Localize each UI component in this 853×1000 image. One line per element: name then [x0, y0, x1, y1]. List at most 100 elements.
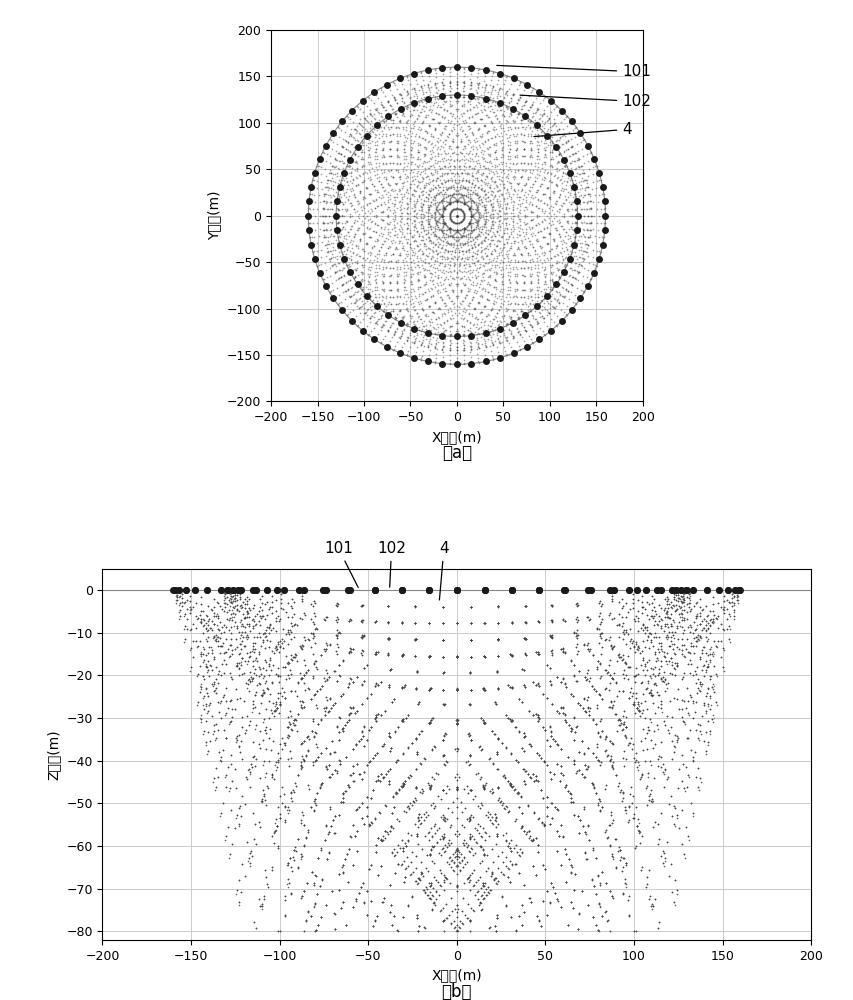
Point — [675, 637, 688, 653]
Point — [398, 677, 412, 693]
Point — [387, 691, 401, 707]
Point — [408, 331, 421, 347]
Point — [451, 242, 465, 258]
Point — [515, 740, 529, 756]
Point — [492, 80, 506, 96]
Point — [461, 843, 475, 859]
Point — [273, 788, 287, 804]
Point — [264, 650, 277, 666]
Point — [233, 630, 247, 646]
Point — [505, 73, 519, 89]
Point — [417, 919, 431, 935]
Point — [256, 732, 270, 748]
Point — [494, 120, 508, 136]
Point — [238, 600, 252, 616]
Point — [489, 810, 502, 826]
Point — [436, 913, 450, 929]
Point — [235, 650, 249, 666]
Point — [357, 673, 370, 689]
Point — [343, 111, 357, 127]
Point — [419, 317, 432, 333]
Point — [252, 625, 266, 641]
Point — [408, 631, 421, 647]
Point — [675, 642, 688, 658]
Point — [549, 260, 563, 276]
Point — [603, 638, 617, 654]
Point — [729, 592, 743, 608]
Point — [542, 225, 555, 241]
Point — [281, 624, 294, 640]
Point — [232, 667, 246, 683]
Point — [635, 742, 649, 758]
Point — [488, 159, 502, 175]
Point — [522, 162, 536, 178]
Point — [241, 653, 254, 669]
Point — [664, 751, 678, 767]
Point — [676, 585, 689, 601]
Point — [698, 703, 711, 719]
Point — [688, 621, 702, 637]
Point — [223, 637, 236, 653]
Point — [383, 904, 397, 920]
Point — [432, 820, 445, 836]
Point — [422, 682, 436, 698]
Point — [205, 708, 218, 724]
Point — [524, 155, 537, 171]
Point — [357, 738, 371, 754]
Point — [556, 644, 570, 660]
Point — [450, 841, 463, 857]
Point — [409, 195, 422, 211]
Point — [382, 677, 396, 693]
Point — [317, 612, 331, 628]
Point — [473, 235, 487, 251]
Point — [618, 709, 632, 725]
Point — [471, 162, 485, 178]
Point — [464, 353, 478, 369]
Point — [567, 724, 581, 740]
Point — [404, 797, 418, 813]
Point — [643, 685, 657, 701]
Point — [572, 744, 585, 760]
Point — [504, 778, 518, 794]
Point — [415, 201, 428, 217]
Point — [501, 869, 514, 885]
Point — [490, 664, 503, 680]
Point — [395, 778, 409, 794]
Point — [335, 894, 349, 910]
Point — [599, 728, 612, 744]
Point — [490, 681, 504, 697]
Point — [370, 644, 384, 660]
Point — [475, 126, 489, 142]
Point — [308, 791, 322, 807]
Point — [703, 671, 717, 687]
Point — [594, 711, 607, 727]
Point — [485, 201, 498, 217]
Point — [426, 172, 439, 188]
Point — [647, 668, 660, 684]
Point — [293, 638, 306, 654]
Point — [630, 582, 643, 598]
Point — [479, 847, 493, 863]
Point — [450, 208, 463, 224]
Point — [463, 615, 477, 631]
Point — [612, 629, 625, 645]
Point — [308, 621, 322, 637]
Point — [456, 220, 470, 236]
Point — [678, 819, 692, 835]
Point — [431, 874, 444, 890]
Point — [679, 596, 693, 612]
Point — [549, 703, 563, 719]
Point — [452, 179, 466, 195]
Point — [294, 736, 308, 752]
Point — [480, 860, 494, 876]
Point — [466, 184, 479, 200]
Point — [518, 231, 531, 247]
Point — [332, 866, 345, 882]
Point — [328, 242, 342, 258]
Point — [566, 710, 580, 726]
Point — [425, 135, 438, 151]
Point — [403, 225, 416, 241]
Point — [569, 165, 583, 181]
Point — [426, 305, 440, 321]
Point — [382, 729, 396, 745]
